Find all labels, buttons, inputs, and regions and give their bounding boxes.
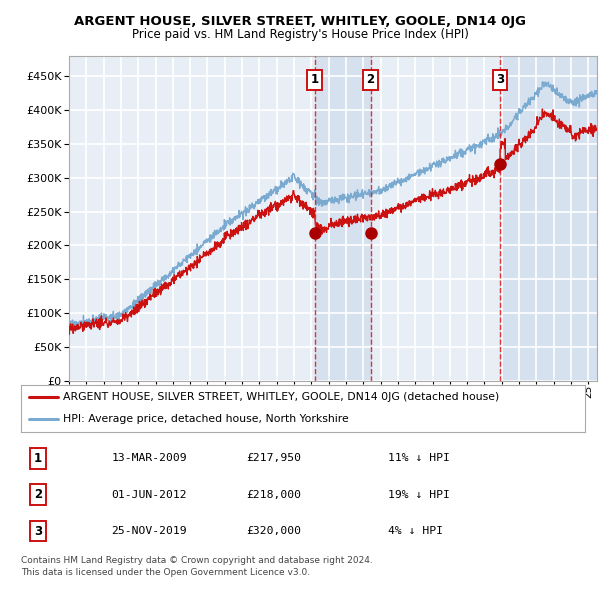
Text: 3: 3 (496, 73, 504, 86)
Text: 25-NOV-2019: 25-NOV-2019 (111, 526, 187, 536)
Text: £218,000: £218,000 (247, 490, 302, 500)
Text: 1: 1 (311, 73, 319, 86)
Text: 4% ↓ HPI: 4% ↓ HPI (388, 526, 443, 536)
Text: ARGENT HOUSE, SILVER STREET, WHITLEY, GOOLE, DN14 0JG (detached house): ARGENT HOUSE, SILVER STREET, WHITLEY, GO… (64, 392, 500, 402)
Text: Contains HM Land Registry data © Crown copyright and database right 2024.
This d: Contains HM Land Registry data © Crown c… (21, 556, 373, 577)
Text: £217,950: £217,950 (247, 453, 302, 463)
Text: 11% ↓ HPI: 11% ↓ HPI (388, 453, 449, 463)
Text: 1: 1 (34, 452, 42, 465)
Text: Price paid vs. HM Land Registry's House Price Index (HPI): Price paid vs. HM Land Registry's House … (131, 28, 469, 41)
Text: 13-MAR-2009: 13-MAR-2009 (111, 453, 187, 463)
Text: 2: 2 (34, 488, 42, 501)
Text: 2: 2 (367, 73, 374, 86)
Text: 19% ↓ HPI: 19% ↓ HPI (388, 490, 449, 500)
Text: £320,000: £320,000 (247, 526, 302, 536)
Text: ARGENT HOUSE, SILVER STREET, WHITLEY, GOOLE, DN14 0JG: ARGENT HOUSE, SILVER STREET, WHITLEY, GO… (74, 15, 526, 28)
Bar (500, 56, 597, 381)
Text: HPI: Average price, detached house, North Yorkshire: HPI: Average price, detached house, Nort… (64, 414, 349, 424)
Bar (314, 56, 371, 381)
Text: 01-JUN-2012: 01-JUN-2012 (111, 490, 187, 500)
Text: 3: 3 (34, 525, 42, 537)
